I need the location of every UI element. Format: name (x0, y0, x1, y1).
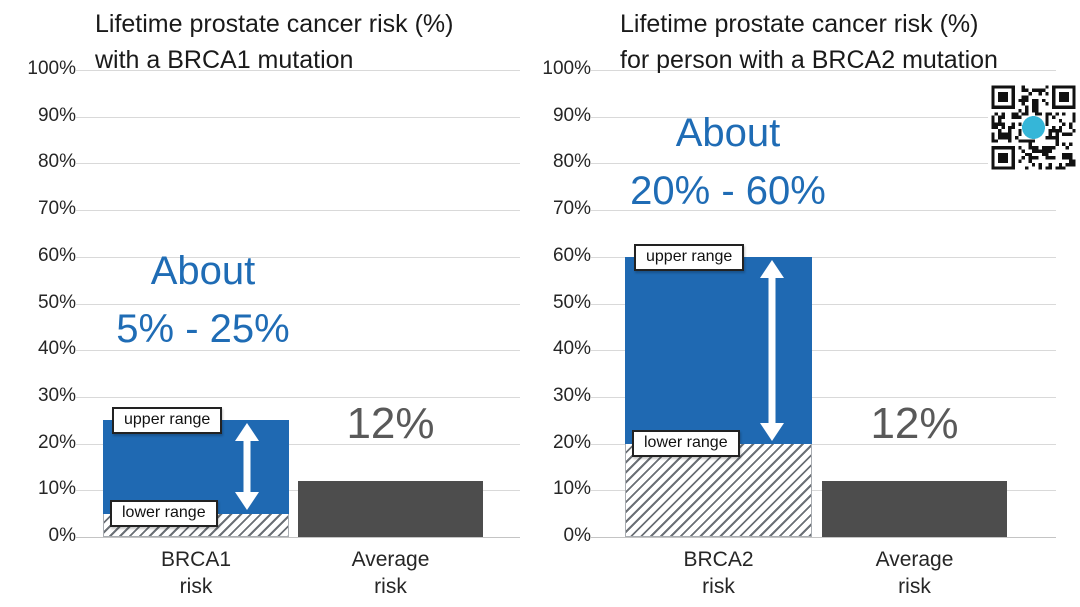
gridline (591, 444, 1056, 445)
gridline (591, 537, 1056, 538)
y-tick-label: 40% (37, 338, 76, 360)
chart-title-line1: Lifetime prostate cancer risk (%) (95, 10, 454, 38)
chart-title-line1: Lifetime prostate cancer risk (%) (620, 10, 979, 38)
y-tick-label: 80% (37, 151, 76, 173)
x-label-line1: BRCA1 (160, 548, 232, 571)
annotation-line1: About (675, 111, 781, 155)
upper-range-label: upper range (634, 243, 745, 271)
risk-range-annotation: About 20% - 60% (580, 104, 876, 220)
y-tick-label: 40% (552, 338, 591, 360)
x-label-line1: Average (351, 548, 430, 571)
gridline (76, 350, 520, 351)
gridline (76, 537, 520, 538)
x-label-line1: BRCA2 (683, 548, 754, 571)
x-label-brca1-risk: BRCA1 risk (103, 546, 289, 600)
x-label-average-risk: Average risk (822, 546, 1007, 600)
y-tick-label: 50% (37, 291, 76, 313)
gridline (591, 163, 1056, 164)
chart-title-line2: with a BRCA1 mutation (95, 46, 354, 74)
average-value-label: 12% (346, 398, 435, 448)
y-tick-label: 30% (552, 384, 591, 406)
y-tick-label: 60% (37, 244, 76, 266)
x-label-brca2-risk: BRCA2 risk (625, 546, 812, 600)
y-tick-label: 10% (552, 478, 591, 500)
range-arrow-icon (235, 423, 259, 511)
x-label-line2: risk (179, 575, 213, 598)
y-tick-label: 90% (37, 104, 76, 126)
x-label-line1: Average (875, 548, 954, 571)
gridline (76, 70, 520, 71)
gridline (591, 70, 1056, 71)
y-tick-label: 50% (552, 291, 591, 313)
lower-range-label: lower range (632, 429, 740, 457)
gridline (76, 304, 520, 305)
y-tick-label: 90% (552, 104, 591, 126)
chart-title: Lifetime prostate cancer risk (%) with a… (95, 6, 453, 78)
chart-title: Lifetime prostate cancer risk (%) for pe… (620, 6, 998, 78)
annotation-line2: 5% - 25% (116, 307, 290, 351)
y-tick-label: 20% (552, 431, 591, 453)
lower-range-label: lower range (110, 499, 218, 527)
gridline (76, 163, 520, 164)
gridline (76, 444, 520, 445)
risk-range-annotation: About 5% - 25% (55, 242, 351, 358)
qr-code (988, 82, 1079, 173)
upper-range-label: upper range (112, 407, 223, 435)
gridline (76, 210, 520, 211)
y-tick-label: 10% (37, 478, 76, 500)
y-tick-label: 0% (48, 525, 76, 546)
chart-title-line2: for person with a BRCA2 mutation (620, 46, 998, 74)
y-tick-label: 70% (37, 198, 76, 220)
bar-brca1-upper-range (103, 420, 289, 514)
y-tick-label: 20% (37, 431, 76, 453)
annotation-line2: 20% - 60% (630, 169, 826, 213)
y-tick-label: 0% (563, 525, 591, 546)
bar-brca2-lower-range-hatched (625, 443, 812, 537)
gridline (76, 117, 520, 118)
x-label-line2: risk (374, 575, 407, 598)
gridline (591, 117, 1056, 118)
y-tick-label: 60% (552, 244, 591, 266)
gridline (591, 397, 1056, 398)
y-tick-label: 70% (552, 198, 591, 220)
gridline (76, 257, 520, 258)
gridline (591, 304, 1056, 305)
gridline (591, 257, 1056, 258)
y-tick-label: 30% (37, 384, 76, 406)
bar-average-risk (298, 480, 483, 537)
x-label-average-risk: Average risk (298, 546, 483, 600)
gridline (76, 397, 520, 398)
bar-average-risk (822, 480, 1007, 537)
y-tick-label: 80% (552, 151, 591, 173)
gridline (591, 210, 1056, 211)
x-label-line2: risk (898, 575, 931, 598)
bar-brca2-upper-range (625, 256, 812, 444)
average-value-label: 12% (870, 398, 959, 448)
range-arrow-icon (760, 259, 784, 441)
y-tick-label: 100% (542, 58, 591, 79)
x-label-line2: risk (702, 575, 735, 598)
gridline (591, 350, 1056, 351)
y-tick-label: 100% (27, 58, 76, 79)
annotation-line1: About (150, 249, 256, 293)
